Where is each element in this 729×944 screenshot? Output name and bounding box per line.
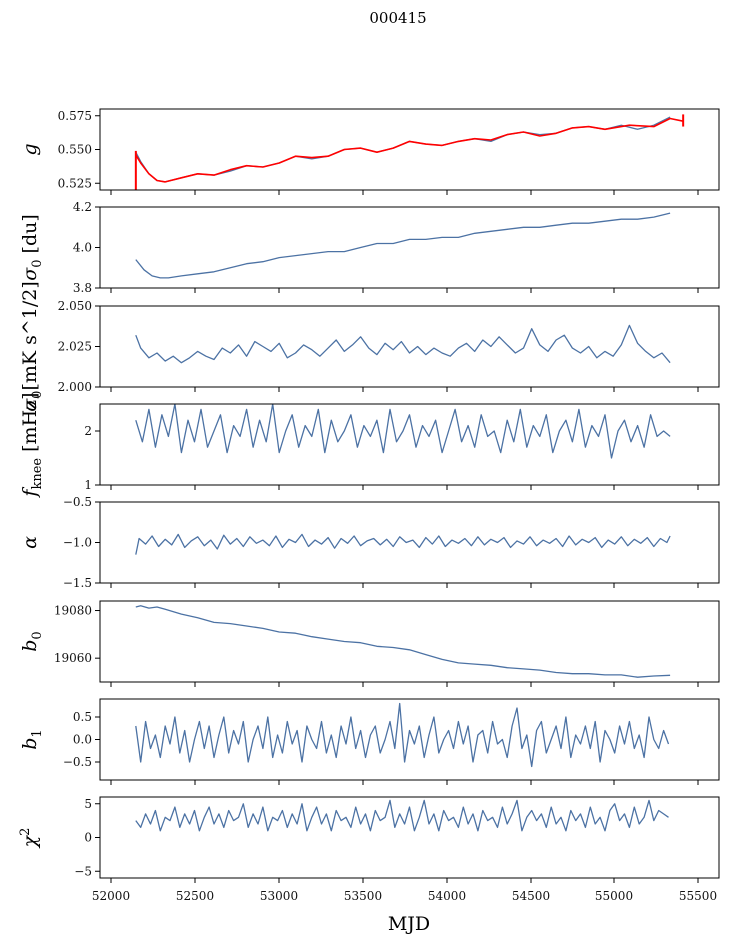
y-label-unit-sigma0_mK: [mK s^1/2] xyxy=(19,281,41,390)
panel-fknee: 1 2 fknee [mHz] xyxy=(19,392,720,499)
series-line-alpha-alpha xyxy=(135,533,671,555)
series-line-b1-b1 xyxy=(135,702,670,768)
figure-title: 000415 xyxy=(369,9,426,27)
series-line-sigma0_mK-sigma0_mK xyxy=(135,324,671,364)
y-tick-label-fknee-1: 2 xyxy=(84,424,92,438)
y-tick-label-sigma0_mK-1: 2.025 xyxy=(58,340,92,354)
y-label-symbol-sigma0_mK: σ xyxy=(19,398,41,412)
panel-g: 0.525 0.550 0.575 g xyxy=(19,108,720,195)
y-tick-label-b1-1: 0.0 xyxy=(73,733,92,747)
panel-b1: −0.5 0.0 0.5 b1 xyxy=(19,698,720,785)
series-line-chi2-chi2 xyxy=(135,799,669,832)
y-tick-label-chi2-0: −5 xyxy=(74,864,92,878)
y-tick-label-b1-2: 0.5 xyxy=(73,710,92,724)
y-tick-label-sigma0_du-1: 4.0 xyxy=(73,241,92,255)
y-tick-label-alpha-1: −1.0 xyxy=(63,536,92,550)
y-label-subscript-b1: 1 xyxy=(30,729,45,737)
y-label-symbol-alpha: α xyxy=(19,536,41,549)
x-tick-label-4: 54000 xyxy=(428,889,466,903)
panel-alpha: −1.5 −1.0 −0.5 α xyxy=(19,495,720,590)
y-label-symbol-chi2: χ xyxy=(19,834,41,849)
series-group-alpha xyxy=(135,533,671,555)
y-axis-label-fknee: fknee [mHz] xyxy=(19,392,45,498)
x-tick-label-2: 53000 xyxy=(260,889,298,903)
y-tick-label-sigma0_mK-0: 2.000 xyxy=(58,380,92,394)
series-group-g xyxy=(134,114,685,190)
y-tick-label-b0-0: 19060 xyxy=(54,651,92,665)
y-label-unit-sigma0_du: [du] xyxy=(19,214,41,259)
y-tick-label-sigma0_mK-2: 2.050 xyxy=(58,299,92,313)
y-label-unit-fknee: [mHz] xyxy=(19,392,41,457)
panel-sigma0_mK: 2.000 2.025 2.050 σ0[mK s^1/2] xyxy=(19,281,720,412)
y-tick-label-g-1: 0.550 xyxy=(58,143,92,157)
y-label-symbol-g: g xyxy=(19,143,41,155)
y-label-symbol-b0: b xyxy=(19,640,41,652)
series-group-sigma0_mK xyxy=(135,324,671,364)
y-tick-label-chi2-2: 5 xyxy=(84,797,92,811)
axes-frame-b1 xyxy=(99,698,720,781)
series-group-sigma0_du xyxy=(135,212,671,279)
axes-frame-sigma0_mK xyxy=(99,305,720,388)
series-group-fknee xyxy=(135,404,671,459)
y-tick-label-b1-0: −0.5 xyxy=(63,755,92,769)
y-tick-label-sigma0_du-2: 4.2 xyxy=(73,200,92,214)
y-label-symbol-fknee: f xyxy=(19,487,41,499)
y-label-symbol-sigma0_du: σ xyxy=(19,267,41,281)
y-axis-label-alpha: α xyxy=(19,536,41,549)
panel-sigma0_du: 3.8 4.0 4.2 σ0 [du] xyxy=(19,200,720,295)
series-group-chi2 xyxy=(135,799,669,832)
y-tick-label-alpha-2: −0.5 xyxy=(63,495,92,509)
series-line-b0-b0 xyxy=(135,605,671,678)
y-tick-label-sigma0_du-0: 3.8 xyxy=(73,281,92,295)
y-label-superscript-chi2: 2 xyxy=(18,828,33,836)
y-label-subscript-sigma0_mK: 0 xyxy=(30,391,45,399)
axes-frame-g xyxy=(99,108,720,191)
x-tick-label-3: 53500 xyxy=(344,889,382,903)
y-label-subscript-b0: 0 xyxy=(30,631,45,639)
y-tick-label-chi2-1: 0 xyxy=(84,831,92,845)
y-axis-label-chi2: χ2 xyxy=(18,828,41,850)
y-tick-label-g-2: 0.575 xyxy=(58,109,92,123)
y-tick-label-g-0: 0.525 xyxy=(58,176,92,190)
panel-b0: 19060 19080 b0 xyxy=(19,600,720,687)
y-tick-label-alpha-0: −1.5 xyxy=(63,576,92,590)
y-axis-label-b0: b0 xyxy=(19,631,45,651)
series-line-g-data xyxy=(135,117,684,183)
y-label-subscript-fknee: knee xyxy=(30,458,45,490)
y-axis-label-g: g xyxy=(19,143,41,155)
x-tick-label-1: 52500 xyxy=(176,889,214,903)
x-tick-label-0: 52000 xyxy=(92,889,130,903)
series-group-b1 xyxy=(135,702,670,768)
y-axis-label-sigma0_du: σ0 [du] xyxy=(19,214,45,281)
axes-frame-b0 xyxy=(99,600,720,683)
series-line-fknee-fknee xyxy=(135,404,671,459)
panel-chi2: −5 0 5 χ2 xyxy=(18,796,720,883)
y-label-symbol-b1: b xyxy=(19,738,41,750)
x-tick-label-5: 54500 xyxy=(512,889,550,903)
x-axis-label: MJD xyxy=(388,913,430,935)
y-tick-label-b0-1: 19080 xyxy=(54,604,92,618)
x-tick-label-7: 55500 xyxy=(679,889,717,903)
y-axis-label-b1: b1 xyxy=(19,729,45,749)
y-label-subscript-sigma0_du: 0 xyxy=(30,260,45,268)
y-axis-label-sigma0_mK: σ0[mK s^1/2] xyxy=(19,281,45,412)
series-group-b0 xyxy=(135,605,671,678)
axes-frame-fknee xyxy=(99,403,720,486)
y-tick-label-fknee-0: 1 xyxy=(84,478,92,492)
x-tick-label-6: 55000 xyxy=(595,889,633,903)
series-line-sigma0_du-sigma0 xyxy=(135,212,671,279)
